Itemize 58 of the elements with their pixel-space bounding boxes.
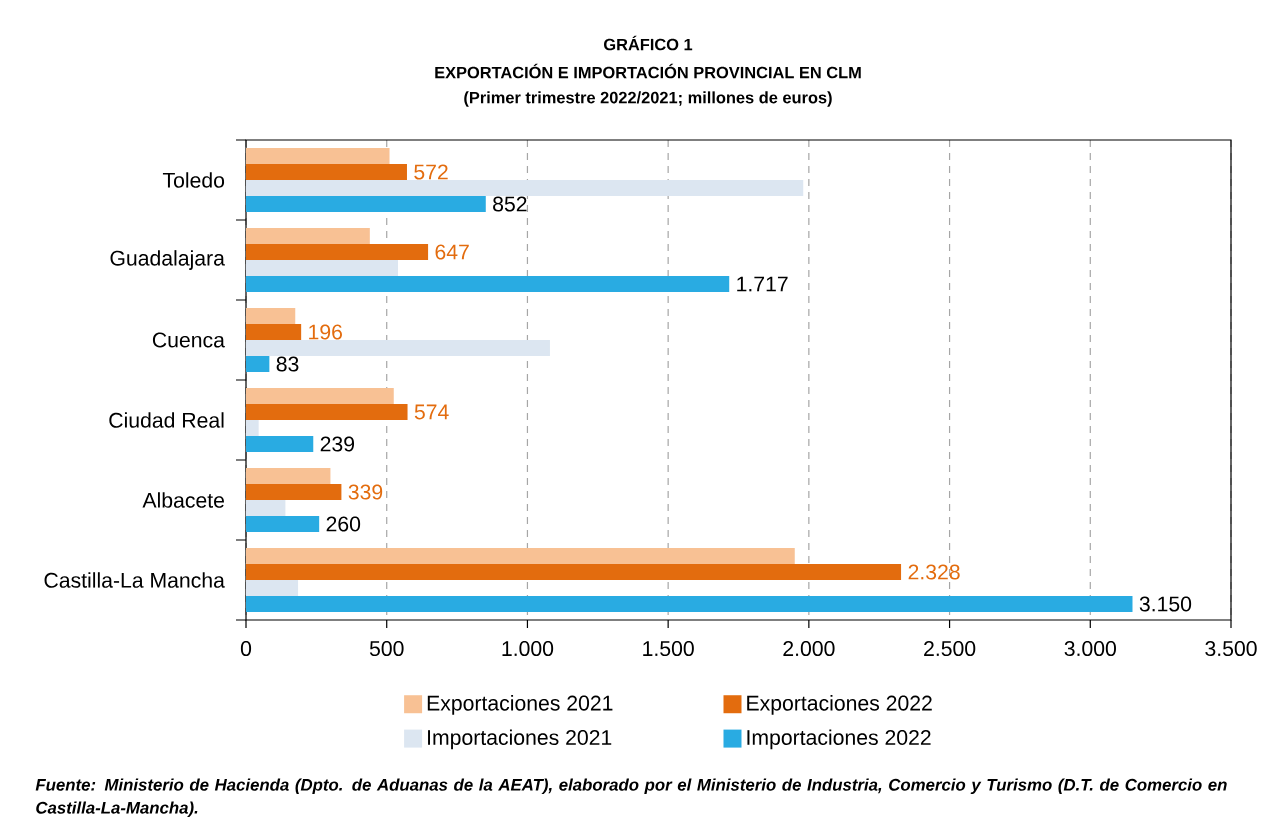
source-note: Fuente: Ministerio de Hacienda (Dpto. de Aduanas de la AEAT), elaborado por el Ministerio de Industria, Comercio y Turismo (D.T. de Comercio en Castilla-La-Mancha).: [35, 778, 1227, 818]
bar: [246, 196, 486, 213]
data-label: 2.328: [908, 564, 960, 580]
x-tick-label: 3.000: [1064, 641, 1116, 657]
data-label: 196: [309, 324, 342, 340]
bar: [246, 436, 314, 453]
data-label: 260: [326, 516, 361, 532]
data-label: 1.717: [737, 276, 788, 292]
y-tick-label: Toledo: [162, 172, 225, 188]
y-tick-label: Cuenca: [152, 332, 225, 348]
legend-label: Exportaciones 2021: [427, 695, 613, 715]
bar: [246, 388, 394, 405]
y-tick-label: Guadalajara: [110, 250, 225, 270]
bar: [246, 260, 398, 277]
bar: [246, 468, 331, 485]
data-label: 339: [348, 484, 383, 500]
bar: [246, 404, 408, 421]
x-tick-label: 0: [240, 641, 252, 657]
legend-label: Importaciones 2022: [747, 729, 931, 750]
bar: [246, 596, 1133, 613]
data-label: 3.150: [1139, 596, 1192, 612]
bar: [246, 420, 259, 437]
bar: [246, 564, 902, 581]
bar: [246, 148, 390, 165]
legend-label: Importaciones 2021: [428, 729, 612, 750]
x-tick-label: 1.000: [502, 641, 554, 657]
y-tick-label: Castilla-La Mancha: [44, 572, 225, 588]
bar: [246, 164, 407, 181]
legend-label: Exportaciones 2022: [747, 695, 932, 715]
data-label: 239: [320, 436, 355, 452]
bar: [246, 500, 286, 517]
data-label: 647: [435, 244, 469, 260]
data-label: 574: [414, 404, 449, 420]
data-label: 83: [276, 356, 299, 372]
bar: [246, 580, 299, 597]
bar: [246, 516, 320, 533]
bar: [246, 276, 730, 293]
bar: [246, 484, 342, 501]
y-tick-label: Albacete: [142, 492, 224, 508]
data-label: 572: [414, 164, 448, 180]
x-tick-label: 500: [369, 641, 404, 657]
x-tick-label: 2.000: [783, 641, 835, 657]
bar: [246, 244, 429, 261]
bar: [246, 548, 795, 565]
bar: [246, 228, 370, 245]
x-tick-label: 3.500: [1205, 641, 1257, 657]
chart-subtitle: (Primer trimestre 2022/2021; millones de euros): [464, 91, 832, 107]
text: GRÁFICO 1: [604, 35, 693, 51]
bar: [246, 180, 804, 197]
bar: [246, 340, 550, 357]
chart-title: EXPORTACIÓN E IMPORTACIÓN PROVINCIAL EN CLM: [435, 63, 861, 79]
data-label: 852: [493, 196, 527, 212]
bar: [246, 356, 270, 373]
bar: [246, 308, 296, 325]
y-tick-label: Ciudad Real: [109, 412, 224, 428]
x-tick-label: 2.500: [924, 641, 976, 657]
bar: [246, 324, 302, 341]
x-tick-label: 1.500: [643, 641, 694, 657]
